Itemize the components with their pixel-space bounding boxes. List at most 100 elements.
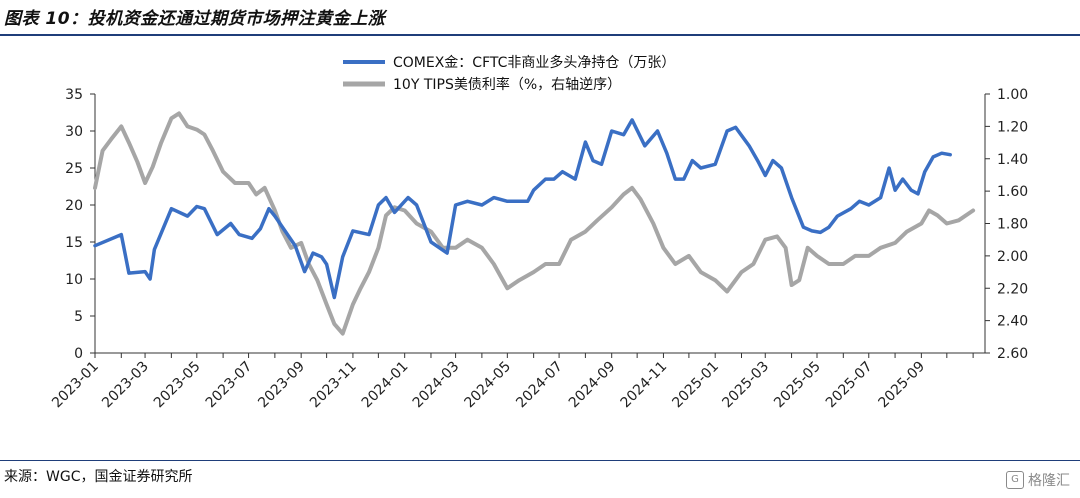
data-point [544,178,547,180]
data-point [532,189,535,191]
data-point [333,296,336,299]
data-point [430,230,432,233]
data-point [274,209,276,212]
data-point [790,284,793,286]
data-point [325,263,328,265]
data-point [772,159,774,162]
data-point [917,193,919,195]
data-point [811,230,813,232]
data-point [222,170,224,173]
right-tick-label: 1.40 [997,152,1028,168]
data-point [714,163,716,166]
data-point [368,271,370,273]
data-point [901,178,904,180]
x-tick-label: 2024-01 [359,359,412,412]
left-tick-label: 10 [65,272,83,288]
legend-label: COMEX金：CFTC非商业多头净持仓（万张） [393,54,675,71]
data-point [120,125,123,128]
data-point [819,231,822,234]
data-point [688,255,690,257]
data-point [879,247,882,249]
data-point [652,222,655,225]
data-point [868,255,870,257]
data-point [888,167,890,169]
data-point [764,174,767,177]
data-point [798,279,800,281]
data-point [910,189,912,191]
data-point [454,247,457,249]
data-point [229,222,232,225]
data-point [776,235,778,238]
data-point [493,263,495,265]
x-tick-label: 2025-01 [669,359,722,412]
right-tick-label: 2.60 [997,346,1028,362]
data-point [170,207,173,210]
data-point [312,252,314,254]
figure-title: 图表 10：投机资金还通过期货市场押注黄金上涨 [4,9,386,29]
data-point [290,247,292,249]
data-point [377,247,380,249]
data-point [151,166,154,168]
data-point [506,200,509,203]
data-point [622,193,625,196]
data-point [936,214,939,217]
data-point [268,207,270,210]
data-point [247,182,250,184]
data-point [592,159,594,162]
data-point [466,238,469,241]
data-point [780,167,783,169]
series-layer [93,111,976,336]
x-tick-label: 2024-05 [461,359,514,412]
data-point [596,219,599,222]
data-point [160,141,162,144]
data-point [894,189,896,191]
data-point [802,226,805,228]
data-point [850,207,852,210]
data-point [691,159,694,162]
data-point [481,247,483,249]
data-point [359,287,362,290]
data-point [610,206,613,209]
data-point [303,270,306,273]
left-tick-label: 25 [65,161,83,177]
data-point [972,209,974,212]
data-point [506,287,509,290]
x-tick-label: 2025-03 [719,359,772,412]
source-rule [0,460,1080,461]
data-point [928,209,930,212]
data-point [186,125,189,128]
data-point [196,128,198,131]
data-point [234,182,236,184]
data-point [196,205,198,208]
data-point [110,138,112,141]
data-point [385,196,387,199]
data-point [674,263,677,265]
data-point [806,247,809,249]
data-point [216,233,218,236]
data-point [368,233,370,236]
right-tick-label: 2.20 [997,281,1028,297]
data-point [518,279,520,281]
x-tick-label: 2025-05 [771,359,824,412]
data-point [526,200,529,203]
data-point [726,130,728,132]
data-point [946,222,948,225]
data-point [320,256,323,258]
x-tick-label: 2023-07 [203,359,256,412]
x-tick-label: 2025-09 [876,359,929,412]
data-point [828,226,830,228]
data-point [920,222,923,225]
data-point [894,242,896,244]
data-point [333,323,336,325]
series-line-tips-yield [93,111,976,336]
data-point [203,207,206,210]
data-point [186,215,189,217]
data-point [415,204,418,206]
data-point [656,130,659,132]
data-point [700,167,702,169]
data-point [466,200,469,203]
data-point [924,170,926,173]
right-tick-label: 1.00 [997,87,1028,103]
x-tick-label: 2023-03 [99,359,152,412]
data-point [957,219,960,222]
